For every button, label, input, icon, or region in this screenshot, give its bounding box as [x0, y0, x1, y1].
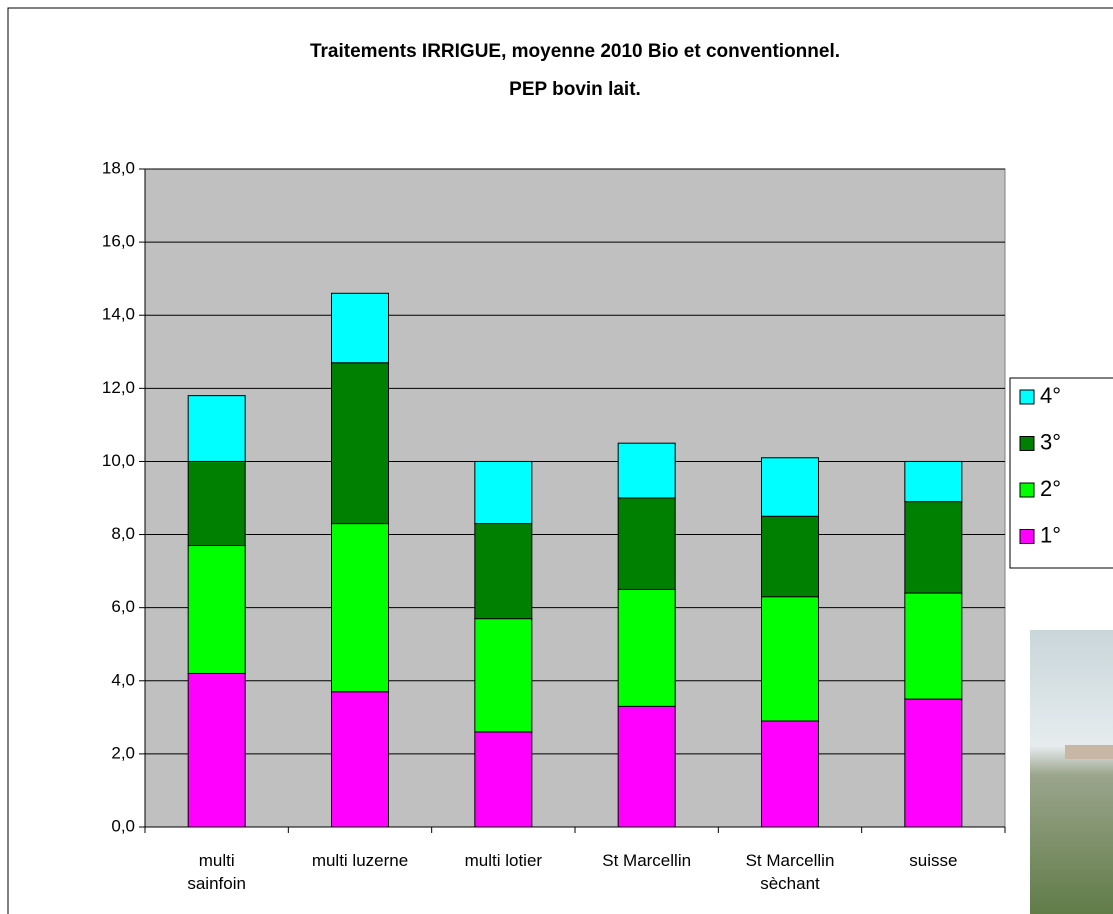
y-tick-label: 10,0 — [102, 451, 135, 470]
x-tick-label: St Marcellin — [577, 849, 717, 872]
legend-label: 1° — [1040, 522, 1061, 547]
bar-segment — [905, 502, 962, 593]
bar-segment — [332, 363, 389, 524]
x-tick-label: multi luzerne — [290, 849, 430, 872]
y-tick-label: 6,0 — [111, 597, 135, 616]
chart-title: PEP bovin lait. — [509, 79, 641, 100]
bar-segment — [188, 546, 245, 674]
bar-segment — [475, 732, 532, 827]
bar-segment — [618, 589, 675, 706]
bar-segment — [618, 443, 675, 498]
bar-segment — [188, 461, 245, 545]
bar-segment — [188, 673, 245, 827]
y-tick-label: 2,0 — [111, 743, 135, 762]
chart-title: Traitements IRRIGUE, moyenne 2010 Bio et… — [310, 41, 840, 62]
plot-area — [145, 169, 1005, 827]
y-tick-label: 4,0 — [111, 670, 135, 689]
bar-segment — [332, 692, 389, 827]
photo-building — [1065, 745, 1113, 759]
y-tick-label: 18,0 — [102, 158, 135, 177]
bar-segment — [905, 593, 962, 699]
y-tick-label: 16,0 — [102, 232, 135, 251]
legend-swatch — [1020, 390, 1034, 404]
y-tick-label: 14,0 — [102, 305, 135, 324]
bar-segment — [762, 516, 819, 596]
x-tick-label: multi lotier — [433, 849, 573, 872]
legend-swatch — [1020, 483, 1034, 497]
bar-segment — [332, 293, 389, 362]
bar-segment — [762, 597, 819, 721]
bar-segment — [332, 524, 389, 692]
y-tick-label: 8,0 — [111, 524, 135, 543]
bar-segment — [618, 706, 675, 827]
photo — [1030, 630, 1113, 914]
legend-label: 2° — [1040, 476, 1061, 501]
bar-segment — [618, 498, 675, 589]
legend-swatch — [1020, 437, 1034, 451]
legend-swatch — [1020, 530, 1034, 544]
bar-segment — [905, 461, 962, 501]
bar-segment — [905, 699, 962, 827]
legend-label: 3° — [1040, 429, 1061, 454]
bar-segment — [762, 721, 819, 827]
legend-label: 4° — [1040, 383, 1061, 408]
page: Traitements IRRIGUE, moyenne 2010 Bio et… — [0, 0, 1113, 914]
y-tick-label: 12,0 — [102, 378, 135, 397]
x-tick-label: multi sainfoin — [147, 849, 287, 895]
x-tick-label: suisse — [863, 849, 1003, 872]
bar-segment — [475, 461, 532, 523]
bar-segment — [762, 458, 819, 516]
x-tick-label: St Marcellin sèchant — [720, 849, 860, 895]
bar-segment — [475, 524, 532, 619]
y-tick-label: 0,0 — [111, 816, 135, 835]
chart: Traitements IRRIGUE, moyenne 2010 Bio et… — [0, 0, 1113, 914]
bar-segment — [475, 619, 532, 732]
bar-segment — [188, 396, 245, 462]
